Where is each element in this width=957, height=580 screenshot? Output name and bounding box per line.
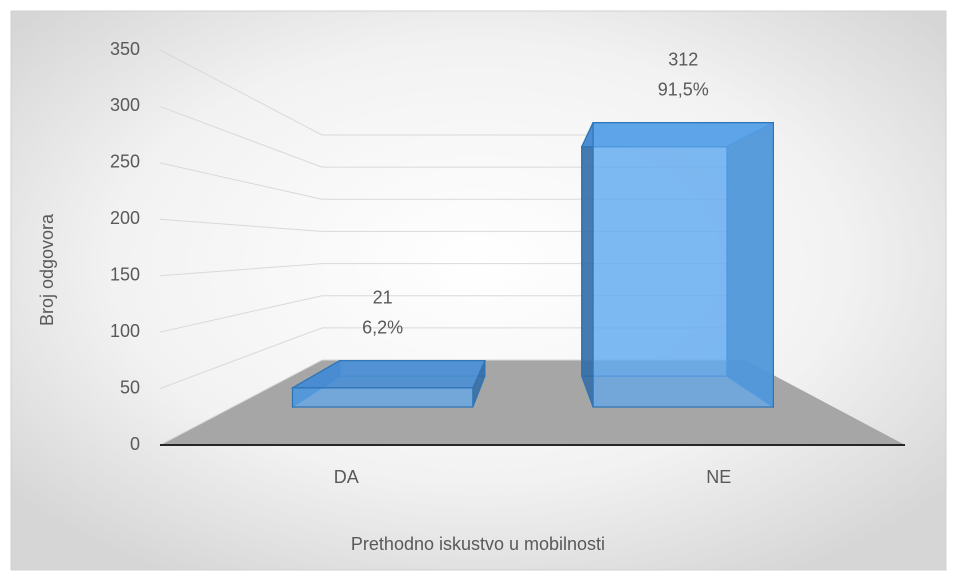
y-tick-label: 50 <box>120 377 140 397</box>
bar-left <box>581 122 594 408</box>
bar <box>290 359 486 409</box>
y-tick-label: 0 <box>130 434 140 454</box>
share-label: 6,2% <box>362 317 403 337</box>
share-label: 91,5% <box>658 79 709 99</box>
bar-front <box>291 387 474 408</box>
y-tick-label: 250 <box>110 152 140 172</box>
x-axis-title: Prethodno iskustvo u mobilnosti <box>351 534 605 554</box>
y-tick-label: 300 <box>110 95 140 115</box>
x-tick-label: DA <box>334 467 359 487</box>
y-tick-label: 200 <box>110 208 140 228</box>
y-tick-label: 150 <box>110 264 140 284</box>
data-label: 312 <box>668 49 698 69</box>
y-tick-label: 100 <box>110 321 140 341</box>
chart-background <box>10 10 947 571</box>
x-tick-label: NE <box>706 467 731 487</box>
bar-front <box>592 122 774 408</box>
y-tick-label: 350 <box>110 39 140 59</box>
y-axis-title: Broj odgovora <box>37 213 57 326</box>
bar <box>580 121 774 409</box>
data-label: 21 <box>373 287 393 307</box>
